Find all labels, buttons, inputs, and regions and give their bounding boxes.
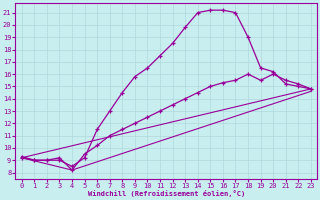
X-axis label: Windchill (Refroidissement éolien,°C): Windchill (Refroidissement éolien,°C) [88, 190, 245, 197]
